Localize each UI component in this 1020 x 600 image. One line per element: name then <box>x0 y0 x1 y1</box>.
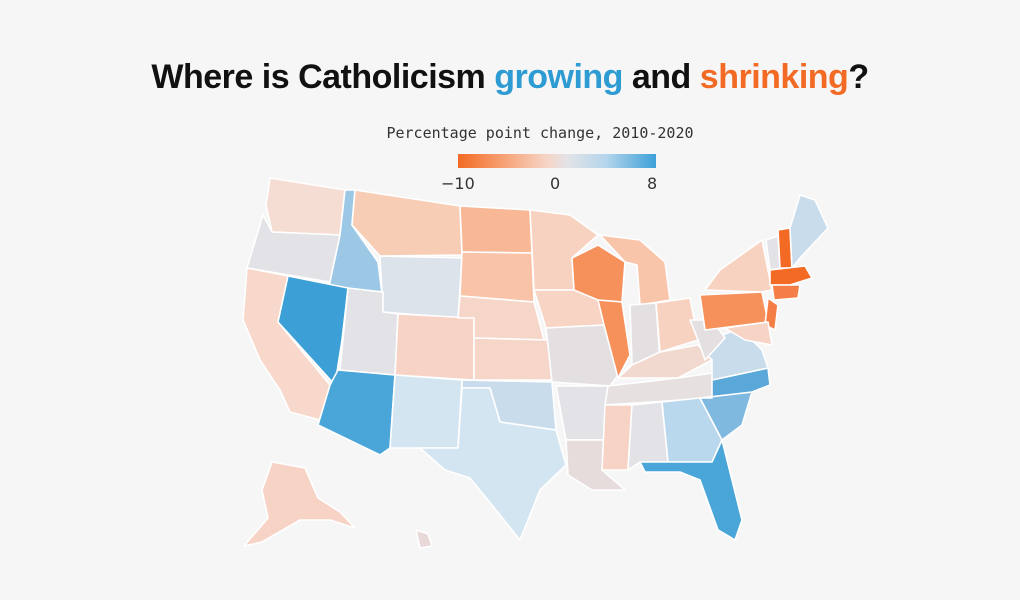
state-nevada <box>277 275 349 386</box>
title-shrinking: shrinking <box>699 58 849 96</box>
legend-max-label: 8 <box>647 174 658 193</box>
state-massachusetts <box>769 265 813 286</box>
title-part3: ? <box>848 58 869 96</box>
state-maryland-delaware <box>724 321 773 346</box>
state-montana <box>351 189 463 257</box>
state-new-york <box>704 239 773 293</box>
state-missouri <box>545 324 623 387</box>
state-florida <box>639 439 743 541</box>
state-alabama <box>627 401 669 471</box>
state-mississippi <box>601 404 633 471</box>
state-hawaii <box>415 529 433 549</box>
state-connecticut-ri <box>771 284 801 301</box>
legend-mid-label: 0 <box>550 174 561 193</box>
state-wyoming <box>379 255 463 319</box>
state-washington <box>265 177 346 236</box>
legend-subtitle: Percentage point change, 2010-2020 <box>386 124 694 142</box>
state-texas <box>419 387 567 541</box>
state-maine <box>789 194 829 269</box>
title-part1: Where is Catholicism <box>151 58 495 96</box>
legend-min-label: −10 <box>441 174 475 193</box>
state-arkansas <box>555 385 609 441</box>
state-alaska <box>243 461 356 547</box>
state-illinois <box>597 299 631 379</box>
chart-title: Where is Catholicism growing and shrinki… <box>0 58 1020 97</box>
title-growing: growing <box>494 58 623 96</box>
state-arizona <box>317 369 396 456</box>
state-colorado <box>394 313 475 381</box>
title-part2: and <box>622 58 700 96</box>
state-north-dakota <box>459 205 533 254</box>
state-south-dakota <box>459 251 535 303</box>
legend-color-bar <box>458 154 656 168</box>
state-new-mexico <box>389 374 463 449</box>
state-kansas <box>473 337 553 381</box>
